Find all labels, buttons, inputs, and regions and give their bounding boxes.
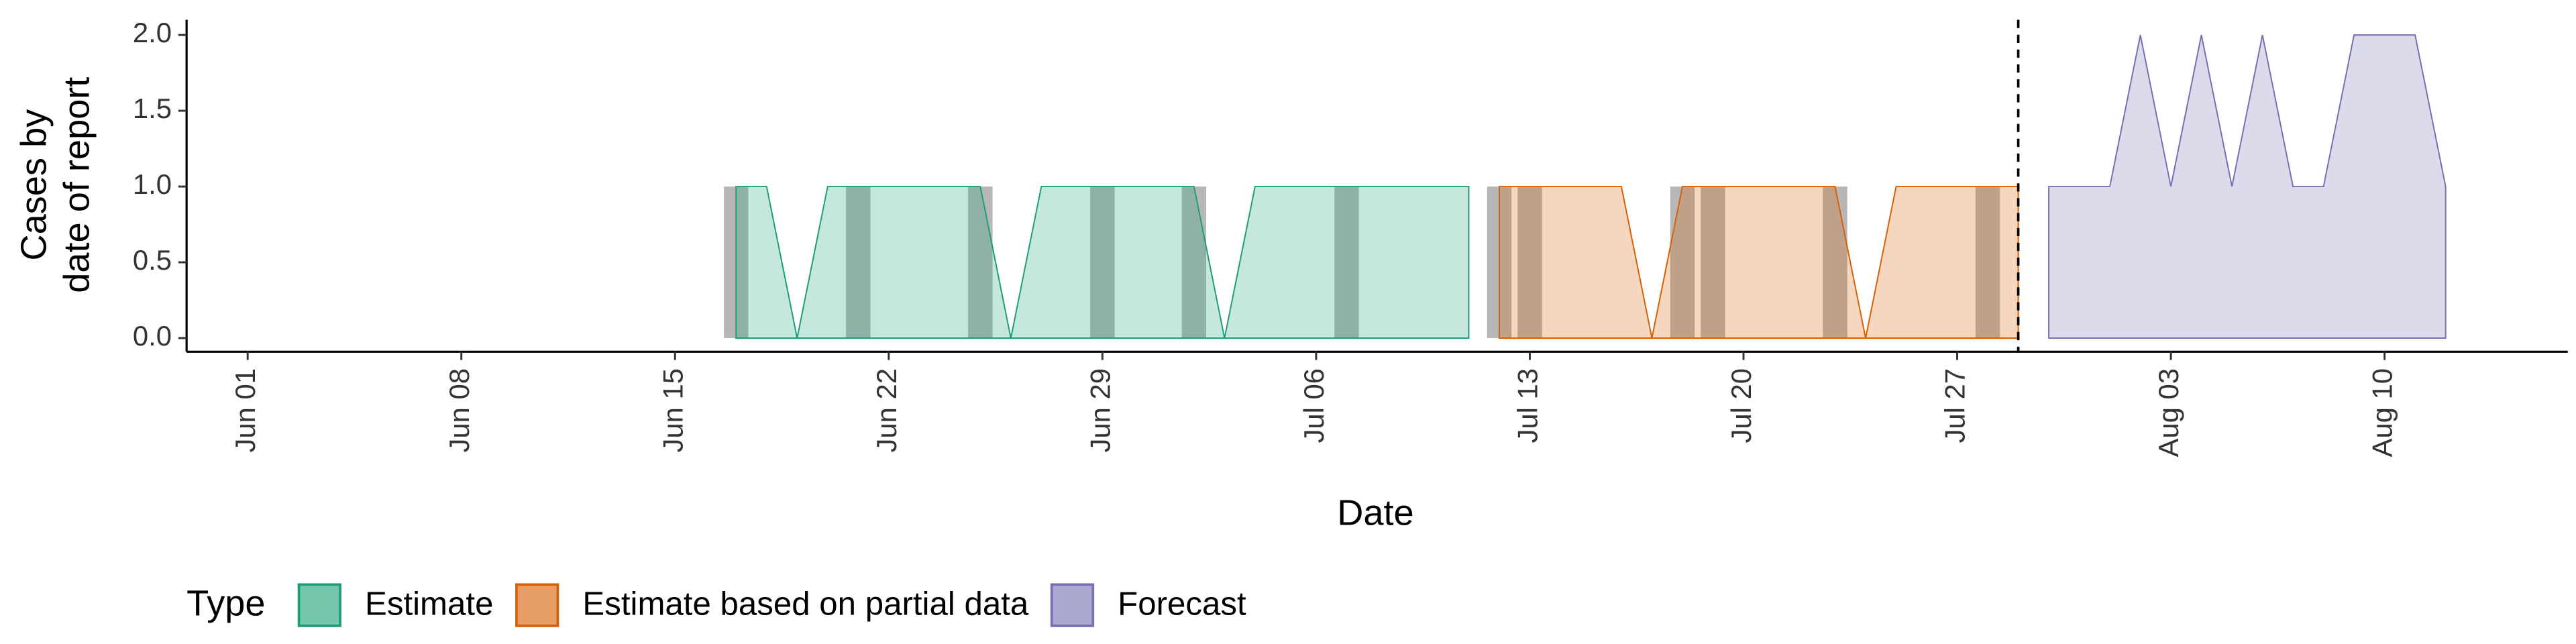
x-tick-label: Jun 08 [443, 368, 475, 453]
observed-bar [968, 186, 993, 338]
area [1498, 186, 2019, 339]
legend-key [1050, 583, 1095, 627]
legend-key [515, 583, 559, 627]
y-axis-title: date of report [56, 77, 97, 293]
x-tick-label: Jun 15 [657, 368, 688, 453]
x-tick-label: Jul 06 [1298, 368, 1330, 443]
x-tick-label: Jun 01 [229, 368, 261, 453]
x-tick-label: Jul 20 [1725, 368, 1757, 443]
x-tick-label: Jun 22 [871, 368, 902, 453]
x-tick-label: Aug 03 [2153, 368, 2184, 458]
legend-label: Estimate [365, 585, 493, 622]
x-tick-label: Jul 13 [1512, 368, 1544, 443]
observed-bar [846, 186, 871, 338]
x-tick-label: Aug 10 [2367, 368, 2398, 458]
observed-bar [1975, 186, 2000, 338]
plot-area [724, 34, 2447, 339]
y-tick-label: 0.0 [133, 320, 172, 352]
observed-bar [1701, 186, 1725, 338]
y-tick-label: 0.5 [133, 244, 172, 276]
y-axis-title: Cases by [13, 109, 54, 261]
legend-label: Estimate based on partial data [582, 585, 1028, 622]
observed-bar [1334, 186, 1359, 338]
x-axis-title: Date [1337, 492, 1413, 533]
observed-bar [1090, 186, 1115, 338]
y-tick-label: 1.5 [133, 93, 172, 124]
observed-bar [1181, 186, 1207, 338]
area [735, 186, 1470, 339]
x-tick-label: Jun 29 [1084, 368, 1116, 453]
observed-bar [1670, 186, 1695, 338]
observed-bar [1517, 186, 1542, 338]
legend-label: Forecast [1118, 585, 1246, 622]
x-tick-label: Jul 27 [1939, 368, 1971, 443]
area [2048, 34, 2447, 339]
y-tick-label: 1.0 [133, 168, 172, 200]
y-tick-label: 2.0 [133, 17, 172, 48]
observed-bar [1823, 186, 1847, 338]
legend-title: Type [186, 584, 265, 624]
legend-key [297, 583, 341, 627]
